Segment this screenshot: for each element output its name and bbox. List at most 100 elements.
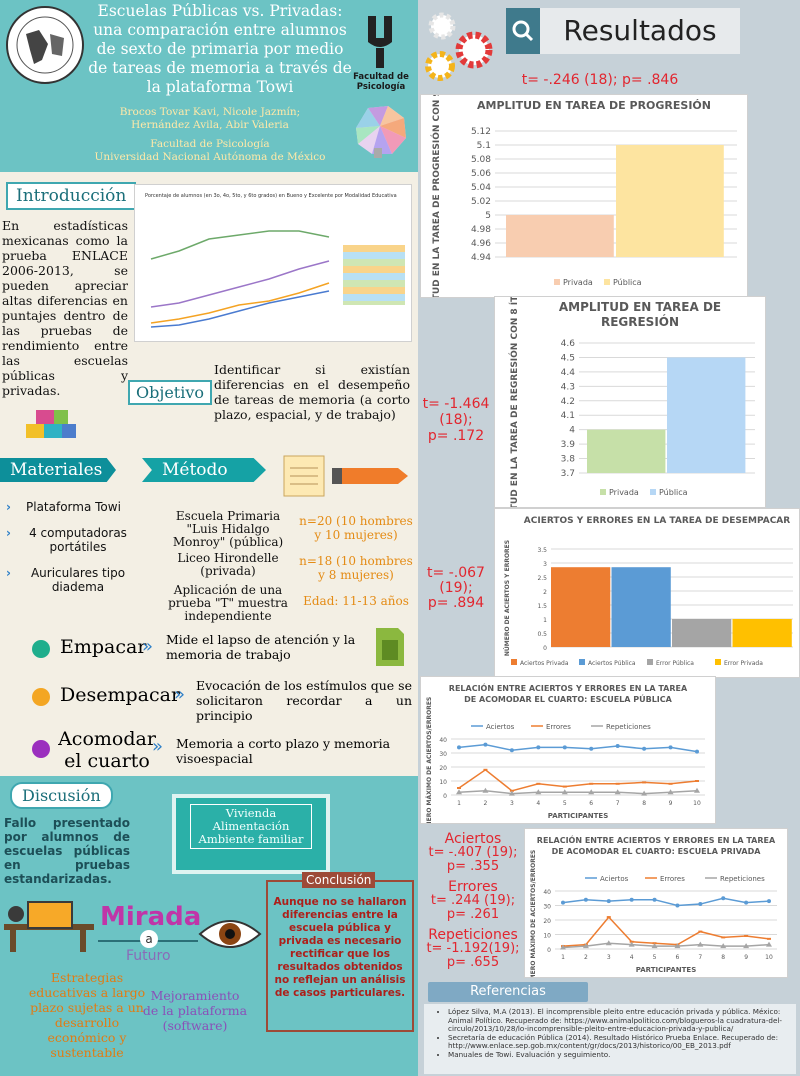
bar: [667, 357, 746, 473]
chevron-right-icon: ›: [6, 526, 11, 540]
y-tick-label: 4.96: [471, 239, 491, 249]
y-tick-label: 3.7: [561, 469, 575, 479]
x-tick-label: 2: [484, 800, 488, 807]
intro-heading: Introducción: [6, 182, 137, 210]
legend-label: Privada: [609, 488, 639, 497]
chart-title: DE ACOMODAR EL CUARTO: ESCUELA PÚBLICA: [464, 693, 673, 704]
y-tick-label: 10: [439, 779, 447, 786]
y-tick-label: 40: [439, 737, 447, 744]
data-point: [652, 897, 657, 902]
data-point: [614, 789, 621, 795]
x-tick-label: 3: [510, 800, 514, 807]
legend-label: Pública: [613, 278, 642, 287]
intro-panel: Introducción En estadísticas mexicanas c…: [0, 172, 418, 454]
stat-line: t= -1.192(19);: [426, 941, 520, 956]
legend-label: Privada: [563, 278, 593, 287]
materials-method-panel: Materiales Método › Plataforma Towi › 4 …: [0, 454, 418, 776]
data-point: [667, 789, 674, 795]
data-point: [562, 745, 567, 750]
y-tick-label: 4.94: [471, 253, 491, 263]
future-left-text: Estrategias educativas a largo plazo suj…: [28, 970, 146, 1060]
data-point: [536, 745, 541, 750]
y-tick-label: 0: [547, 947, 551, 954]
data-point: [457, 745, 461, 750]
data-point: [698, 902, 703, 907]
legend-label: Aciertos: [600, 875, 629, 883]
x-tick-label: 7: [698, 954, 702, 961]
chart-title: RELACIÓN ENTRE ACIERTOS Y ERRORES EN LA …: [537, 834, 776, 845]
data-point: [615, 744, 620, 748]
y-tick-label: 5.08: [471, 155, 491, 165]
x-tick-label: 8: [642, 800, 646, 807]
x-tick-label: 1: [457, 800, 461, 807]
y-tick-label: 3.5: [537, 547, 547, 554]
chart-title: DE ACOMODAR EL CUARTO: ESCUELA PRIVADA: [552, 847, 762, 856]
materiales-heading: Materiales: [0, 458, 116, 482]
chart-title: REGRESIÓN: [601, 314, 679, 329]
data-point: [668, 745, 673, 750]
data-point: [561, 900, 565, 905]
data-point: [606, 916, 611, 919]
y-tick-label: 5.1: [477, 141, 491, 151]
objetivo-text: Identificar si existían diferencias en e…: [214, 362, 410, 422]
header-panel: Escuelas Públicas vs. Privadas: una comp…: [0, 0, 418, 172]
objetivo-tag: Objetivo: [128, 380, 213, 405]
data-point: [721, 936, 726, 939]
referencias-heading: Referencias: [428, 982, 588, 1002]
data-point: [560, 944, 566, 950]
bar: [672, 619, 732, 647]
data-point: [582, 943, 589, 949]
data-point: [743, 943, 750, 949]
legend-label: Aciertos Pública: [588, 660, 636, 667]
data-point: [456, 789, 462, 795]
legend-swatch: [554, 279, 560, 285]
stat-line: t= -1.464: [422, 396, 490, 412]
data-point: [561, 789, 568, 795]
y-tick-label: 5.06: [471, 169, 491, 179]
discusion-heading: Discusión: [10, 782, 113, 809]
data-point: [628, 941, 635, 947]
data-point: [744, 900, 749, 905]
y-tick-label: 10: [543, 933, 551, 940]
board-line: Alimentación: [212, 819, 290, 833]
stat-line: p= .355: [446, 859, 500, 874]
metodo-note: n=20 (10 hombres y 10 mujeres): [299, 514, 413, 542]
data-point: [698, 930, 703, 933]
y-axis-label: NÚMERO MÁXIMO DE ACIERTOS/ERRORES: [426, 697, 433, 823]
stat-line: p= .655: [446, 955, 500, 970]
bar: [587, 429, 666, 473]
board-line: Vivienda: [225, 806, 277, 820]
bar: [506, 215, 614, 257]
enlace-chart: Porcentaje de alumnos (en 3o, 4o, 5to, y…: [134, 184, 412, 342]
y-tick-label: 1: [543, 617, 547, 624]
eye-icon: [198, 920, 262, 948]
chevron-right-icon: ›: [6, 500, 11, 514]
series-line: [458, 768, 698, 792]
stat-line: p= .261: [446, 907, 500, 922]
sd-card-icon: [376, 628, 404, 666]
data-point: [562, 785, 567, 788]
faculty-name: Facultad de Psicología: [150, 138, 270, 150]
x-tick-label: 6: [676, 954, 680, 961]
data-point: [694, 787, 700, 793]
y-tick-label: 4.5: [561, 353, 575, 363]
stat-line: p= .172: [427, 428, 485, 444]
legend-swatch: [650, 489, 656, 495]
data-point: [721, 896, 726, 901]
chart-acomodar-publica: RELACIÓN ENTRE ACIERTOS Y ERRORES EN LA …: [420, 676, 716, 837]
psychology-logo-text: Facultad de Psicología: [353, 72, 409, 92]
blocks-icon: [26, 410, 76, 438]
reference-item: Manuales de Towi. Evaluación y seguimien…: [448, 1050, 796, 1060]
chart-progresion: AMPLITUD EN TAREA DE PROGRESIÓN AMPLITUD …: [420, 56, 748, 332]
x-tick-label: 5: [653, 954, 657, 961]
data-point: [589, 746, 594, 751]
stat-line: (18);: [439, 412, 473, 428]
y-tick-label: 4.98: [471, 225, 491, 235]
y-tick-label: 2.5: [537, 575, 547, 582]
data-point: [615, 782, 620, 785]
y-tick-label: 4.4: [561, 368, 576, 378]
y-tick-label: 4.1: [561, 411, 575, 421]
data-point: [697, 941, 704, 947]
reference-item: López Silva, M.A (2013). El incomprensib…: [448, 1007, 796, 1034]
university-name: Universidad Nacional Autónoma de México: [94, 151, 326, 163]
